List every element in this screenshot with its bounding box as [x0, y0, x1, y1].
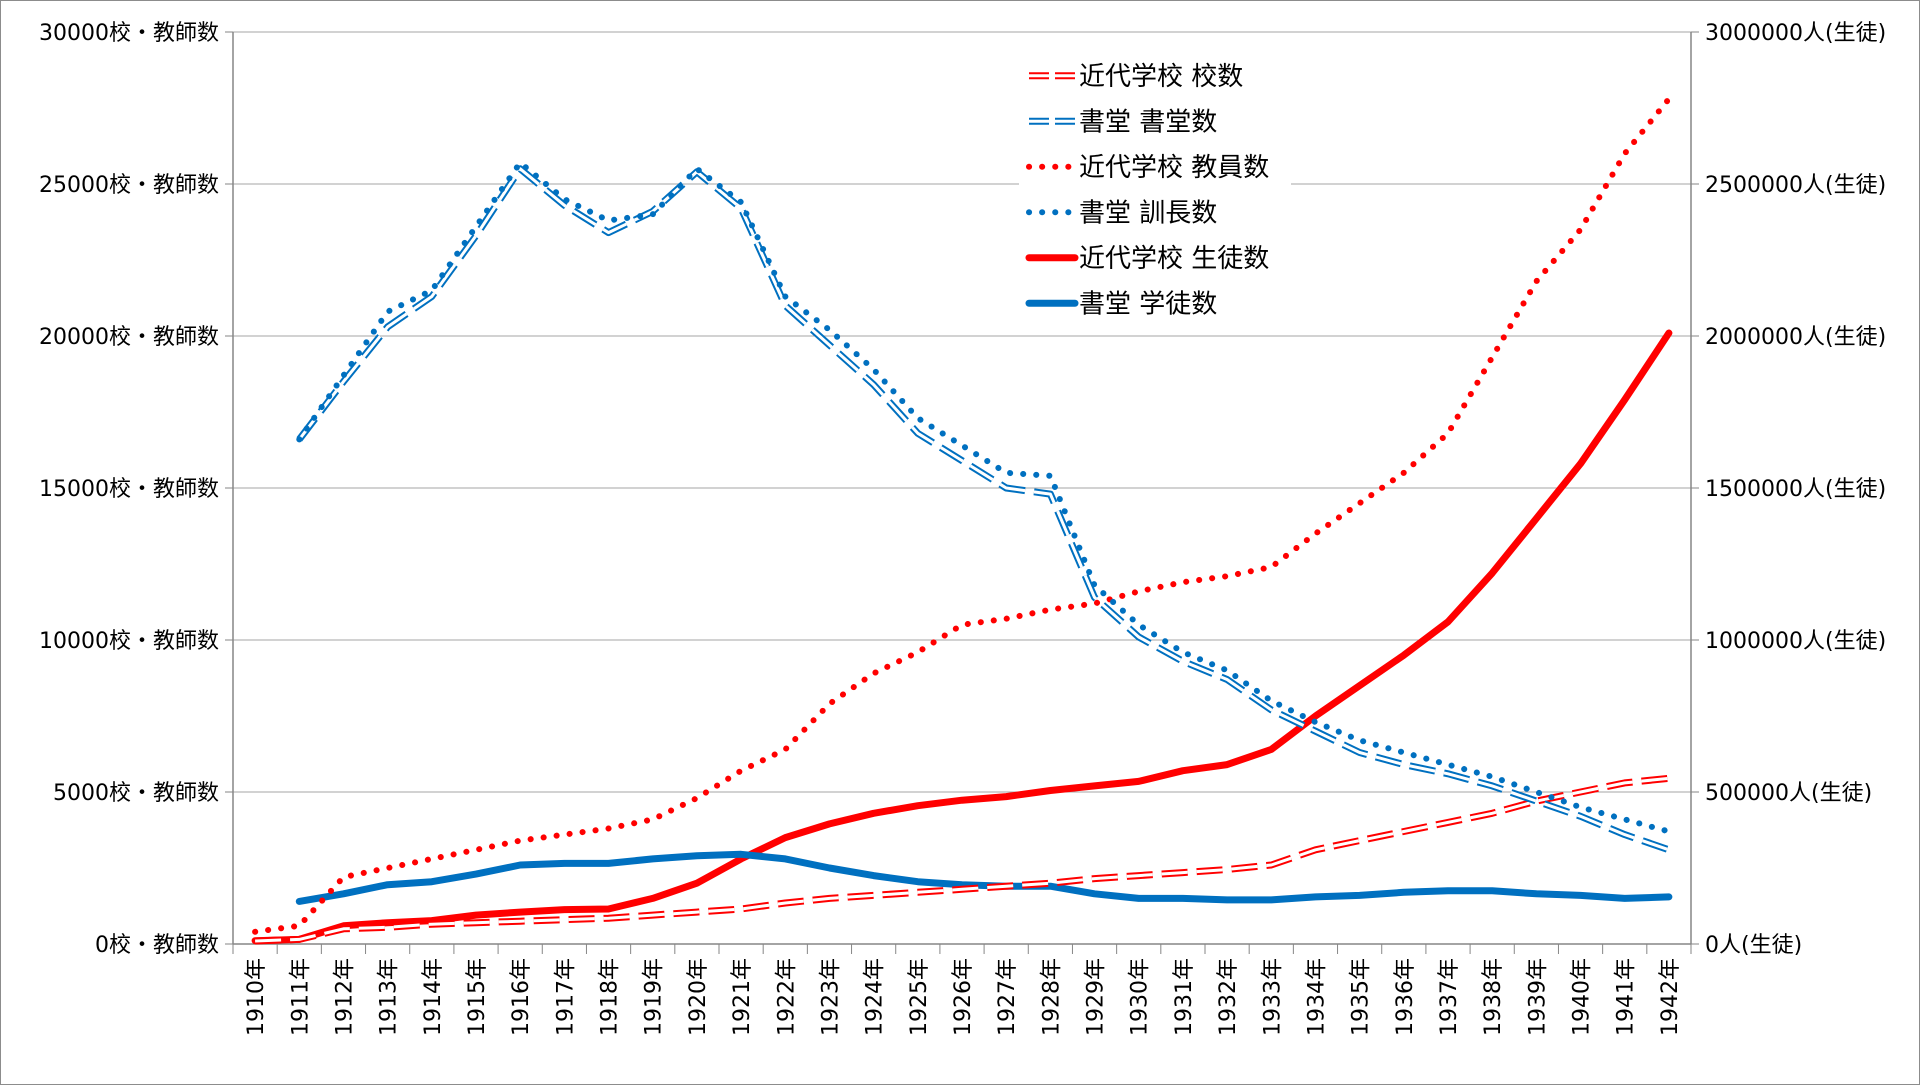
series-line [299, 163, 1669, 832]
left-y-tick-label: 10000校・教師数 [39, 629, 219, 654]
x-tick-label: 1910年 [244, 958, 269, 1036]
right-y-tick-label: 500000人(生徒) [1705, 781, 1872, 806]
x-tick-label: 1933年 [1260, 958, 1285, 1036]
x-tick-label: 1914年 [421, 958, 446, 1036]
x-tick-label: 1942年 [1658, 958, 1683, 1036]
series-5 [299, 854, 1669, 901]
series-line [299, 854, 1669, 901]
x-tick-label: 1938年 [1481, 958, 1506, 1036]
series-2 [255, 99, 1669, 932]
gridlines [233, 32, 1691, 792]
left-y-tick-label: 25000校・教師数 [39, 173, 219, 198]
x-tick-label: 1940年 [1570, 958, 1595, 1036]
x-tick-label: 1925年 [907, 958, 932, 1036]
series-line-inner [299, 169, 1669, 850]
x-tick-label: 1929年 [1084, 958, 1109, 1036]
x-tick-label: 1928年 [1039, 958, 1064, 1036]
x-tick-label: 1912年 [332, 958, 357, 1036]
x-tick-label: 1931年 [1172, 958, 1197, 1036]
x-tick-label: 1935年 [1349, 958, 1374, 1036]
legend-label: 書堂 書堂数 [1079, 107, 1217, 137]
series-lines [255, 99, 1669, 941]
x-tick-label: 1936年 [1393, 958, 1418, 1036]
right-y-tick-label: 2500000人(生徒) [1705, 173, 1886, 198]
x-axis-ticks: 1910年 1911年 1912年 1913年 1914年 1915年 1916年 1917年… [244, 958, 1683, 1036]
right-y-tick-label: 3000000人(生徒) [1705, 21, 1886, 46]
legend-label: 近代学校 校数 [1079, 62, 1243, 92]
x-tick-label: 1916年 [509, 958, 534, 1036]
left-y-axis-ticks: 0校・教師数 5000校・教師数 10000校・教師数 15000校・教師数 20000… [39, 21, 219, 958]
x-tick-label: 1922年 [774, 958, 799, 1036]
x-tick-label: 1939年 [1525, 958, 1550, 1036]
x-tick-label: 1911年 [288, 958, 313, 1036]
legend-label: 書堂 学徒数 [1079, 289, 1217, 319]
x-tick-label: 1927年 [995, 958, 1020, 1036]
series-3 [299, 163, 1669, 832]
x-tick-label: 1926年 [951, 958, 976, 1036]
left-y-tick-label: 30000校・教師数 [39, 21, 219, 46]
x-tick-label: 1937年 [1437, 958, 1462, 1036]
x-tick-label: 1920年 [686, 958, 711, 1036]
x-tick-label: 1924年 [863, 958, 888, 1036]
x-tick-label: 1915年 [465, 958, 490, 1036]
x-tick-label: 1921年 [730, 958, 755, 1036]
right-y-axis-ticks: 0人(生徒) 500000人(生徒) 1000000人(生徒) 1500000人(生徒… [1705, 21, 1886, 958]
series-line-outline [299, 169, 1669, 850]
x-tick-label: 1919年 [642, 958, 667, 1036]
x-tick-label: 1918年 [598, 958, 623, 1036]
left-y-tick-label: 20000校・教師数 [39, 325, 219, 350]
right-y-tick-label: 0人(生徒) [1705, 933, 1802, 958]
x-tick-label: 1923年 [818, 958, 843, 1036]
x-tick-label: 1941年 [1614, 958, 1639, 1036]
x-tick-label: 1917年 [553, 958, 578, 1036]
x-tick-label: 1932年 [1216, 958, 1241, 1036]
legend-label: 近代学校 生徒数 [1079, 244, 1269, 274]
left-y-tick-label: 15000校・教師数 [39, 477, 219, 502]
left-y-tick-label: 5000校・教師数 [53, 781, 219, 806]
right-y-tick-label: 2000000人(生徒) [1705, 325, 1886, 350]
x-tick-label: 1934年 [1304, 958, 1329, 1036]
legend-label: 近代学校 教員数 [1079, 153, 1269, 183]
series-line [255, 99, 1669, 932]
right-y-tick-label: 1500000人(生徒) [1705, 477, 1886, 502]
x-tick-label: 1930年 [1128, 958, 1153, 1036]
legend-label: 書堂 訓長数 [1079, 198, 1217, 228]
left-y-tick-label: 0校・教師数 [95, 933, 219, 958]
series-1 [299, 169, 1669, 850]
x-tick-label: 1913年 [377, 958, 402, 1036]
right-y-tick-label: 1000000人(生徒) [1705, 629, 1886, 654]
